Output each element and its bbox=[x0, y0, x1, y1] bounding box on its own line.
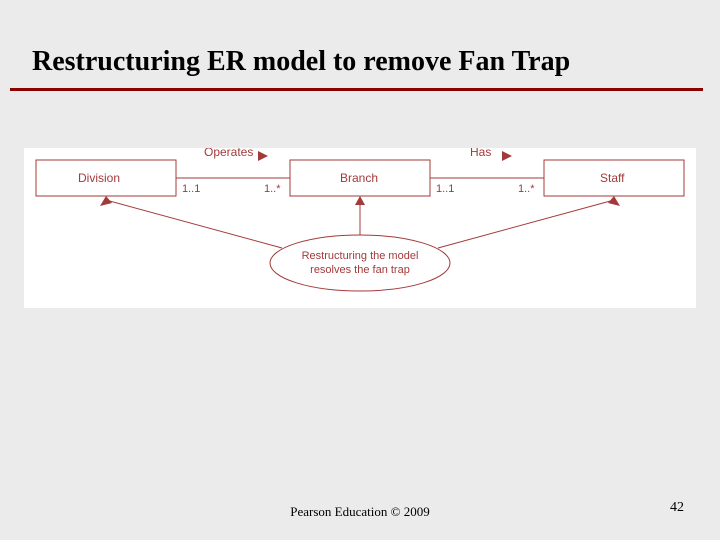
callout-arrow-branch-head-icon bbox=[355, 196, 365, 205]
rel-operates-label: Operates bbox=[204, 148, 253, 159]
rel-has-card-from: 1..1 bbox=[436, 183, 454, 195]
slide: Restructuring ER model to remove Fan Tra… bbox=[0, 0, 720, 540]
page-title: Restructuring ER model to remove Fan Tra… bbox=[32, 46, 570, 78]
callout-arrow-division-line bbox=[106, 200, 282, 248]
title-underline bbox=[10, 88, 703, 91]
entity-staff-label: Staff bbox=[600, 171, 625, 185]
callout-ellipse bbox=[270, 235, 450, 291]
rel-has-direction-icon bbox=[502, 151, 512, 161]
callout-arrow-division-head-icon bbox=[100, 196, 112, 206]
rel-operates-card-from: 1..1 bbox=[182, 183, 200, 195]
rel-has-label: Has bbox=[470, 148, 491, 159]
page-number: 42 bbox=[670, 500, 684, 516]
callout-text-line1: Restructuring the model bbox=[302, 250, 419, 262]
callout-text-line2: resolves the fan trap bbox=[310, 264, 410, 276]
rel-operates-card-to: 1..* bbox=[264, 183, 281, 195]
callout-arrow-staff-head-icon bbox=[608, 196, 620, 206]
er-diagram-svg: Division Branch Staff Operates 1..1 1..*… bbox=[24, 148, 696, 308]
rel-operates-direction-icon bbox=[258, 151, 268, 161]
footer-copyright: Pearson Education © 2009 bbox=[0, 504, 720, 520]
entity-division-label: Division bbox=[78, 171, 120, 185]
entity-branch-label: Branch bbox=[340, 171, 378, 185]
er-diagram-panel: Division Branch Staff Operates 1..1 1..*… bbox=[24, 148, 696, 308]
callout-arrow-staff-line bbox=[438, 200, 614, 248]
rel-has-card-to: 1..* bbox=[518, 183, 535, 195]
